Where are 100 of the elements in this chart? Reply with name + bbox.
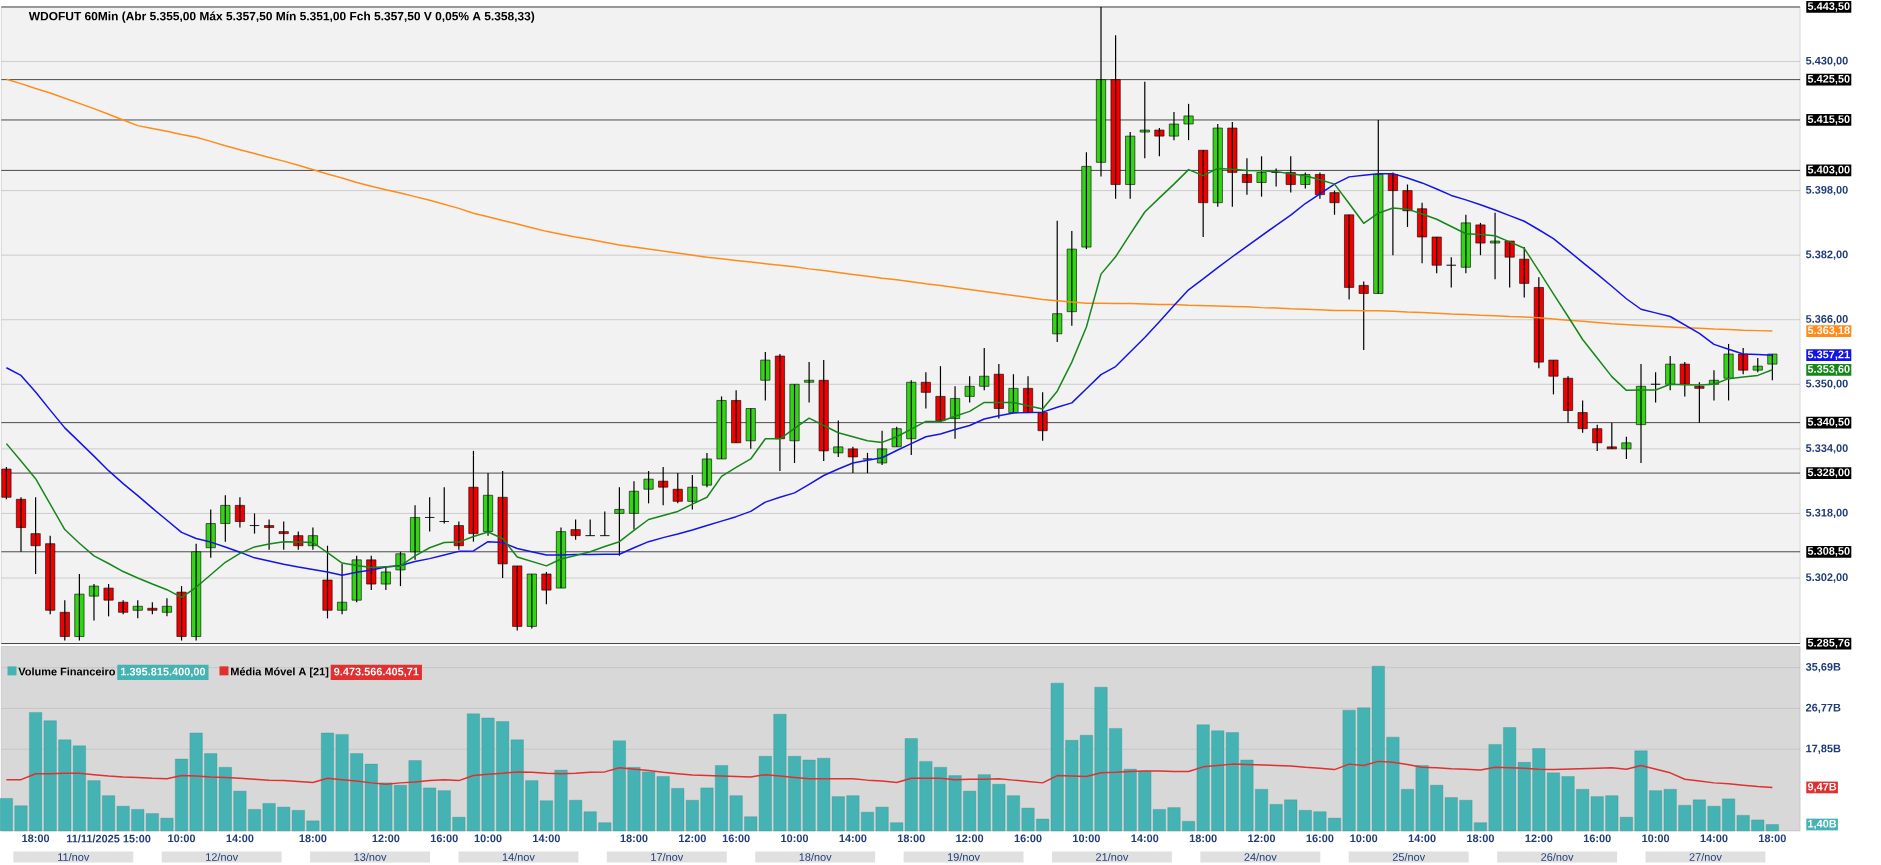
y-tick-label: 17,85B: [1806, 744, 1841, 754]
x-tick-label: 18:00: [1759, 834, 1786, 842]
ref-line-label: 5.328,00: [1807, 468, 1850, 478]
candlestick: [1402, 183, 1413, 228]
x-tick-label: 18:00: [897, 834, 925, 842]
text: 24/nov: [1244, 852, 1277, 861]
candlestick: [1154, 127, 1165, 157]
candlestick: [249, 512, 260, 535]
candlestick: [512, 565, 523, 631]
x-tick-label: 16:00: [430, 834, 458, 842]
text: 5.357,21: [1807, 350, 1850, 360]
text: 18/nov: [799, 852, 832, 861]
y-tick-label: 35,69B: [1805, 662, 1841, 673]
x-tick-label: 12:00: [1248, 834, 1276, 842]
candlestick: [74, 573, 85, 641]
x-tick-label: 16:00: [1306, 834, 1334, 842]
candlestick: [1592, 423, 1603, 452]
text: 5.353,60: [1807, 364, 1850, 375]
candlestick: [132, 599, 143, 619]
y-tick-label: 5.334,00: [1805, 444, 1848, 454]
x-tick-label: 10:00: [168, 834, 196, 842]
candlestick: [1431, 236, 1442, 274]
candlestick: [760, 351, 771, 401]
x-tick-label: 18:00: [1467, 834, 1495, 842]
y-tick-label: 5.366,00: [1805, 314, 1848, 325]
ref-line-label: 5.425,50: [1807, 74, 1850, 85]
candlestick: [1008, 373, 1019, 413]
ref-line-label: 5.415,50: [1807, 115, 1850, 125]
candlestick: [1066, 230, 1077, 327]
candlestick: [1621, 435, 1632, 460]
ref-line-label: 5.340,50: [1807, 417, 1850, 428]
text: 27/nov: [1689, 852, 1722, 861]
x-tick-label: 10:00: [781, 834, 809, 842]
legend-label: Média Móvel A [21]: [231, 667, 329, 678]
x-tick-label: 14:00: [1700, 834, 1728, 842]
candlestick: [1767, 353, 1778, 381]
candlestick: [1358, 280, 1369, 351]
y-tick-label: 5.398,00: [1805, 185, 1848, 196]
x-tick-label: 14:00: [226, 834, 254, 842]
candlestick: [804, 361, 815, 403]
x-tick-label: 18:00: [1189, 834, 1217, 842]
candlestick: [1650, 371, 1661, 403]
candlestick: [424, 496, 435, 533]
text: 25/nov: [1392, 852, 1426, 861]
candlestick: [103, 583, 114, 617]
x-tick-label: 14:00: [1131, 834, 1159, 842]
x-tick-label: 10:00: [1350, 834, 1378, 842]
x-tick-label: 18:00: [22, 834, 50, 842]
annotation: 9.473.566.405,71: [334, 667, 419, 677]
candlestick: [89, 583, 99, 621]
x-tick-label: 10:00: [1642, 834, 1670, 842]
y-tick-label: 5.430,00: [1805, 56, 1848, 66]
candlestick: [220, 494, 231, 543]
candlestick: [964, 375, 975, 403]
x-tick-label: 18:00: [299, 834, 327, 842]
candlestick: [891, 425, 902, 448]
x-tick-label: 14:00: [533, 834, 560, 842]
text: 11/nov: [58, 852, 90, 861]
x-tick-label: 16:00: [1583, 834, 1611, 842]
text: 26/nov: [1541, 852, 1574, 861]
ref-line-label: 5.308,50: [1807, 546, 1850, 557]
y-tick-label: 5.350,00: [1805, 379, 1848, 389]
annotation: 1.395.815.400,00: [120, 667, 206, 677]
candlestick: [1665, 355, 1676, 391]
x-tick-label: 11/11/2025 15:00: [66, 834, 151, 843]
x-tick-label: 12:00: [679, 834, 706, 842]
text: 13/nov: [354, 852, 387, 861]
x-tick-label: 10:00: [1073, 834, 1100, 842]
candlestick: [1679, 361, 1690, 397]
candlestick: [1256, 155, 1267, 198]
x-tick-label: 10:00: [474, 834, 502, 842]
candlestick: [1504, 240, 1515, 288]
candlestick: [1052, 220, 1063, 343]
candlestick: [1519, 246, 1530, 298]
y-tick-label: 5.382,00: [1805, 250, 1848, 260]
candlestick: [351, 555, 362, 603]
ref-line-label: 5.285,76: [1807, 638, 1850, 649]
candlestick: [1548, 359, 1559, 395]
candlestick: [366, 555, 377, 591]
text: 12/nov: [206, 852, 239, 861]
x-tick-label: 12:00: [956, 834, 984, 842]
candlestick: [1723, 343, 1734, 401]
candlestick: [1329, 189, 1340, 216]
candlestick: [526, 573, 537, 629]
candlestick: [541, 571, 552, 605]
text: 9,47B: [1807, 782, 1837, 792]
text: 19/nov: [947, 852, 980, 861]
legend-label: Volume Financeiro: [18, 667, 116, 676]
x-tick-label: 16:00: [1014, 834, 1042, 842]
x-tick-label: 18:00: [620, 834, 648, 842]
y-tick-label: 5.302,00: [1805, 573, 1848, 583]
x-tick-label: 14:00: [839, 834, 867, 842]
candlestick: [439, 486, 450, 524]
candlestick: [979, 347, 990, 391]
text: 17/nov: [651, 852, 684, 861]
x-tick-label: 12:00: [1525, 834, 1553, 842]
text: 1,40B: [1808, 819, 1837, 829]
candlestick: [59, 599, 70, 641]
candlestick: [1738, 347, 1749, 375]
x-tick-label: 16:00: [722, 834, 750, 842]
